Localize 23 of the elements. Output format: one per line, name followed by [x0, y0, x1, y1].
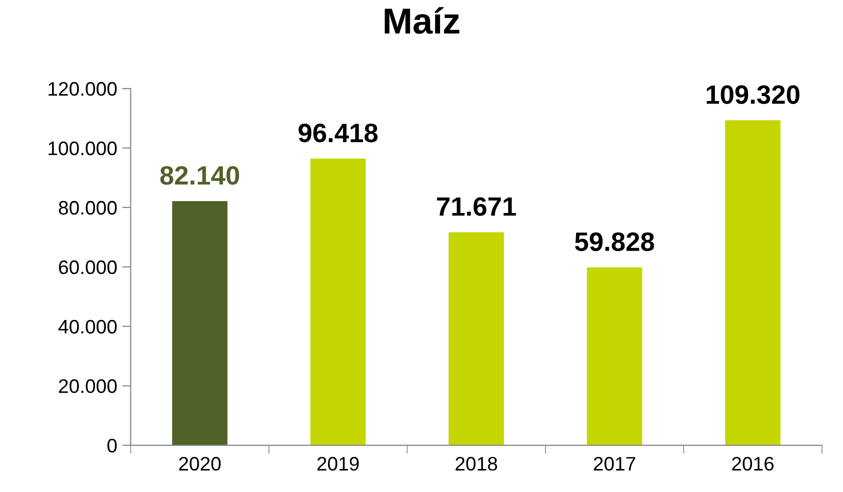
x-tick-label: 2017 [594, 456, 636, 471]
x-tick-label: 2020 [179, 456, 221, 471]
bar [725, 120, 780, 446]
bar [172, 201, 228, 446]
data-label: 109.320 [706, 85, 800, 104]
bar [310, 158, 366, 446]
y-tick-label: 80.000 [58, 200, 117, 215]
data-label: 59.828 [575, 232, 654, 252]
y-tick-label: 20.000 [58, 379, 117, 394]
x-tick-label: 2018 [456, 456, 498, 471]
y-tick-label: 100.000 [48, 141, 117, 156]
data-label: 71.671 [437, 197, 516, 216]
y-tick-label: 40.000 [58, 320, 117, 334]
y-tick-label: 120.000 [48, 82, 117, 96]
y-tick-label: 0 [107, 438, 117, 452]
x-tick-label: 2019 [317, 456, 359, 471]
bar [586, 267, 642, 446]
data-label: 96.418 [298, 124, 378, 142]
chart-title: Maíz [384, 7, 460, 34]
y-tick-label: 60.000 [58, 260, 117, 274]
data-label: 82.140 [160, 166, 240, 185]
bar [448, 232, 504, 446]
x-tick-label: 2016 [732, 456, 774, 471]
